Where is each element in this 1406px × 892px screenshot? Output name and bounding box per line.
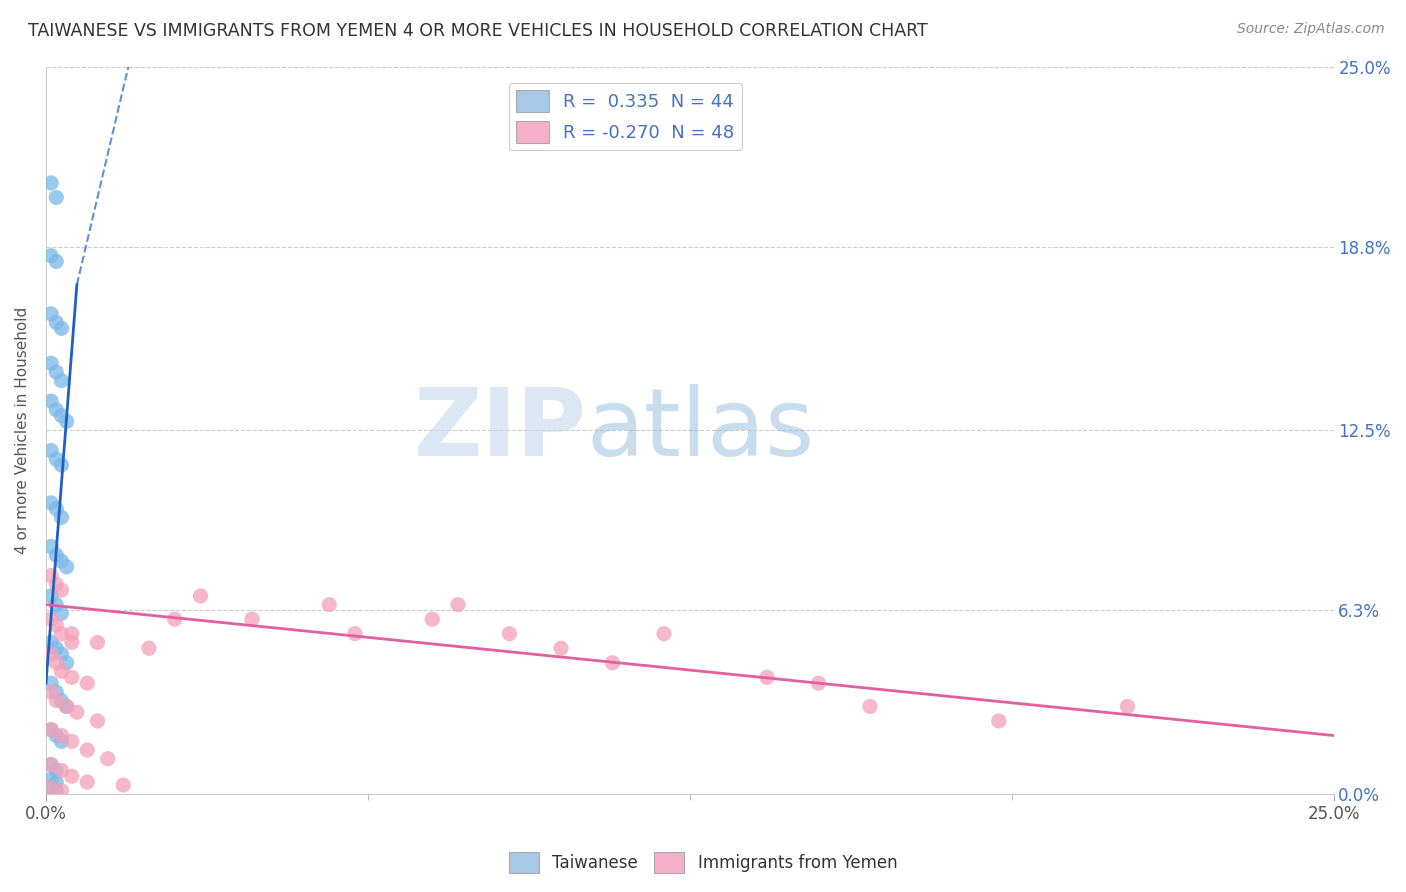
Point — [652, 626, 675, 640]
Point — [45, 365, 67, 379]
Point — [45, 775, 67, 789]
Point — [39, 635, 62, 649]
Point — [45, 685, 67, 699]
Point — [1116, 699, 1139, 714]
Point — [45, 764, 67, 778]
Point — [45, 402, 67, 417]
Legend: R =  0.335  N = 44, R = -0.270  N = 48: R = 0.335 N = 44, R = -0.270 N = 48 — [509, 83, 741, 151]
Point — [39, 723, 62, 737]
Point — [45, 641, 67, 656]
Point — [55, 559, 77, 574]
Point — [138, 641, 160, 656]
Point — [45, 784, 67, 798]
Point — [39, 685, 62, 699]
Point — [51, 734, 73, 748]
Point — [112, 778, 135, 792]
Point — [45, 190, 67, 204]
Legend: Taiwanese, Immigrants from Yemen: Taiwanese, Immigrants from Yemen — [502, 846, 904, 880]
Point — [60, 769, 83, 783]
Point — [45, 598, 67, 612]
Point — [39, 356, 62, 370]
Point — [807, 676, 830, 690]
Y-axis label: 4 or more Vehicles in Household: 4 or more Vehicles in Household — [15, 307, 30, 554]
Point — [39, 676, 62, 690]
Text: ZIP: ZIP — [413, 384, 586, 476]
Text: Source: ZipAtlas.com: Source: ZipAtlas.com — [1237, 22, 1385, 37]
Point — [39, 589, 62, 603]
Point — [39, 780, 62, 795]
Point — [45, 452, 67, 467]
Point — [39, 443, 62, 458]
Point — [39, 176, 62, 190]
Point — [163, 612, 186, 626]
Point — [60, 734, 83, 748]
Point — [86, 635, 108, 649]
Point — [66, 705, 89, 719]
Point — [51, 647, 73, 661]
Point — [45, 693, 67, 707]
Point — [190, 589, 212, 603]
Point — [420, 612, 443, 626]
Point — [76, 743, 98, 757]
Point — [343, 626, 366, 640]
Point — [318, 598, 340, 612]
Point — [45, 316, 67, 330]
Point — [76, 676, 98, 690]
Point — [39, 540, 62, 554]
Point — [45, 618, 67, 632]
Point — [39, 647, 62, 661]
Point — [60, 626, 83, 640]
Point — [39, 723, 62, 737]
Point — [51, 583, 73, 598]
Point — [60, 635, 83, 649]
Point — [51, 374, 73, 388]
Point — [76, 775, 98, 789]
Point — [51, 321, 73, 335]
Point — [51, 510, 73, 524]
Point — [987, 714, 1010, 728]
Point — [51, 665, 73, 679]
Point — [240, 612, 263, 626]
Point — [55, 699, 77, 714]
Point — [51, 784, 73, 798]
Point — [602, 656, 624, 670]
Point — [45, 501, 67, 516]
Point — [39, 757, 62, 772]
Point — [45, 577, 67, 591]
Point — [39, 780, 62, 795]
Point — [86, 714, 108, 728]
Point — [45, 729, 67, 743]
Point — [39, 249, 62, 263]
Point — [97, 752, 120, 766]
Point — [60, 670, 83, 684]
Text: atlas: atlas — [586, 384, 815, 476]
Point — [55, 414, 77, 428]
Point — [498, 626, 520, 640]
Text: TAIWANESE VS IMMIGRANTS FROM YEMEN 4 OR MORE VEHICLES IN HOUSEHOLD CORRELATION C: TAIWANESE VS IMMIGRANTS FROM YEMEN 4 OR … — [28, 22, 928, 40]
Point — [45, 548, 67, 562]
Point — [51, 458, 73, 472]
Point — [45, 656, 67, 670]
Point — [51, 607, 73, 621]
Point — [51, 729, 73, 743]
Point — [39, 612, 62, 626]
Point — [39, 772, 62, 786]
Point — [39, 307, 62, 321]
Point — [859, 699, 882, 714]
Point — [55, 656, 77, 670]
Point — [51, 409, 73, 423]
Point — [51, 693, 73, 707]
Point — [550, 641, 572, 656]
Point — [39, 757, 62, 772]
Point — [55, 699, 77, 714]
Point — [51, 554, 73, 568]
Point — [51, 626, 73, 640]
Point — [45, 254, 67, 268]
Point — [39, 394, 62, 409]
Point — [39, 496, 62, 510]
Point — [756, 670, 779, 684]
Point — [447, 598, 470, 612]
Point — [39, 568, 62, 582]
Point — [51, 764, 73, 778]
